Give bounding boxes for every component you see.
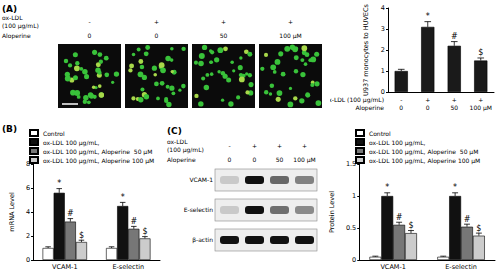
svg-text:ox-LDL 100 μg/mL,: ox-LDL 100 μg/mL, — [43, 139, 100, 147]
svg-text:0: 0 — [381, 88, 385, 96]
svg-text:#: # — [130, 217, 137, 226]
svg-text:0: 0 — [399, 104, 403, 111]
svg-text:-: - — [228, 142, 230, 149]
svg-text:Aloperine: Aloperine — [167, 156, 196, 164]
svg-text:$: $ — [408, 221, 413, 230]
svg-text:+: + — [425, 96, 430, 103]
svg-text:+: + — [478, 96, 483, 103]
svg-text:ox-LDL(100 μg/mL): ox-LDL(100 μg/mL) — [167, 138, 204, 154]
svg-text:Protein Level: Protein Level — [328, 191, 336, 233]
svg-text:+: + — [221, 18, 226, 25]
svg-text:2: 2 — [381, 46, 385, 54]
svg-text:#: # — [67, 209, 74, 218]
svg-text:ox-LDL 100 μg/mL, Aloperine 10: ox-LDL 100 μg/mL, Aloperine 100 μM — [43, 157, 154, 165]
svg-text:*: * — [121, 193, 125, 202]
svg-text:+: + — [277, 142, 282, 149]
svg-text:$: $ — [476, 224, 481, 233]
svg-text:*: * — [453, 183, 457, 192]
svg-text:E-selectin: E-selectin — [445, 263, 477, 271]
svg-text:3: 3 — [381, 25, 385, 33]
svg-text:(C): (C) — [167, 126, 182, 136]
svg-text:ox-LDL (100 μg/mL): ox-LDL (100 μg/mL) — [330, 96, 384, 104]
svg-text:#: # — [396, 213, 403, 222]
svg-text:6: 6 — [26, 184, 30, 192]
svg-text:8: 8 — [25, 160, 30, 168]
svg-text:VCAM-1: VCAM-1 — [380, 263, 406, 271]
svg-text:ox-LDL 100 μg/mL, Aloperine 5: ox-LDL 100 μg/mL, Aloperine 50 μM — [43, 148, 152, 156]
svg-text:$: $ — [478, 48, 483, 57]
svg-text:*: * — [426, 12, 430, 21]
svg-text:+: + — [302, 142, 307, 149]
svg-text:+: + — [252, 142, 257, 149]
svg-text:0.5: 0.5 — [346, 224, 356, 232]
svg-text:4: 4 — [26, 208, 30, 216]
svg-text:#: # — [464, 215, 471, 224]
svg-text:0: 0 — [88, 32, 92, 39]
svg-text:VCAM-1: VCAM-1 — [189, 176, 213, 183]
svg-text:E-selectin: E-selectin — [184, 206, 213, 213]
svg-text:50: 50 — [450, 104, 458, 111]
svg-text:1: 1 — [352, 192, 356, 200]
svg-text:Control: Control — [369, 130, 391, 137]
svg-text:50: 50 — [220, 32, 228, 39]
svg-text:ox-LDL(100 μg/mL): ox-LDL(100 μg/mL) — [2, 14, 39, 30]
svg-text:100 μM: 100 μM — [293, 156, 315, 164]
svg-text:+: + — [154, 18, 159, 25]
svg-text:ox-LDL 100 μg/mL, Aloperine 5: ox-LDL 100 μg/mL, Aloperine 50 μM — [369, 148, 478, 156]
svg-text:#: # — [451, 32, 458, 41]
svg-text:VCAM-1: VCAM-1 — [52, 263, 78, 271]
svg-text:ox-LDL 100 μg/mL,: ox-LDL 100 μg/mL, — [369, 139, 426, 147]
svg-text:(B): (B) — [2, 124, 17, 134]
svg-text:0: 0 — [352, 256, 356, 264]
svg-text:100 μM: 100 μM — [470, 104, 492, 112]
svg-text:ox-LDL 100 μg/mL, Aloperine 10: ox-LDL 100 μg/mL, Aloperine 100 μM — [369, 157, 480, 165]
svg-text:1: 1 — [381, 67, 385, 75]
svg-text:mRNA Level: mRNA Level — [8, 192, 16, 232]
svg-text:4: 4 — [381, 4, 385, 12]
svg-text:(A): (A) — [2, 4, 17, 14]
svg-text:0: 0 — [426, 104, 430, 111]
svg-text:-: - — [88, 18, 90, 25]
svg-text:2: 2 — [26, 232, 30, 240]
svg-text:-: - — [400, 96, 402, 103]
svg-text:$: $ — [142, 227, 147, 236]
svg-text:Control: Control — [43, 130, 65, 137]
svg-text:100 μM: 100 μM — [279, 32, 301, 40]
svg-text:*: * — [57, 179, 61, 188]
svg-text:50: 50 — [276, 156, 284, 163]
svg-text:β-actin: β-actin — [192, 236, 213, 244]
svg-text:Aloperine: Aloperine — [2, 32, 31, 40]
svg-text:E-selectin: E-selectin — [112, 263, 144, 271]
svg-text:+: + — [452, 96, 457, 103]
svg-text:Aloperine: Aloperine — [355, 104, 384, 112]
svg-text:0: 0 — [253, 156, 257, 163]
svg-text:+: + — [288, 18, 293, 25]
svg-text:$: $ — [79, 231, 84, 240]
svg-text:U937 monocytes to HUVECs: U937 monocytes to HUVECs — [362, 4, 370, 96]
svg-text:1.5: 1.5 — [346, 160, 356, 168]
svg-text:*: * — [385, 183, 389, 192]
svg-text:0: 0 — [155, 32, 159, 39]
svg-text:0: 0 — [228, 156, 232, 163]
svg-text:0: 0 — [26, 256, 30, 264]
